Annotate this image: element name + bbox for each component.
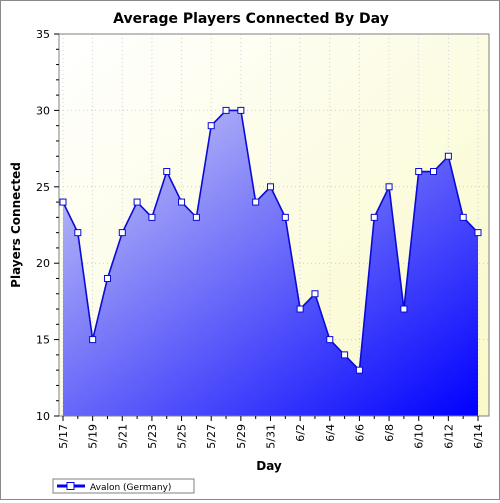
x-tick-label: 6/2 [294,424,307,442]
x-tick-label: 5/23 [146,424,159,449]
data-point [118,229,126,237]
x-tick-label: 6/4 [324,424,337,442]
x-tick-label: 6/12 [442,424,455,449]
x-tick-label: 5/17 [57,424,70,449]
chart-title: Average Players Connected By Day [113,11,389,27]
data-point [237,106,245,114]
data-point [415,168,423,176]
data-point [385,183,393,191]
y-tick-label: 25 [36,181,50,194]
legend-marker [66,482,75,490]
y-axis-label: Players Connected [9,162,23,288]
data-point [341,351,349,359]
data-point [311,290,319,298]
y-tick-label: 15 [36,334,50,347]
data-point [148,213,156,221]
series-area [63,110,478,417]
x-tick-label: 5/19 [87,424,100,449]
data-point [222,106,230,114]
legend-box [52,478,195,494]
data-point [207,122,215,130]
y-tick-label: 30 [36,104,50,117]
x-axis: 5/17 5/19 5/21 5/23 5/25 5/27 5/29 5/31 6/2 6/4 6/… [57,416,485,449]
x-tick-label: 5/21 [116,424,129,449]
data-point [296,305,304,313]
data-point [89,336,97,344]
data-point [400,305,408,313]
data-point [267,183,274,191]
area-layer [59,106,482,417]
plot-border [58,33,490,417]
x-axis-label: Day [256,459,282,473]
y-tick-label: 10 [36,410,50,423]
x-tick-label: 5/27 [205,424,218,449]
x-tick-label: 6/14 [472,424,485,449]
data-point [370,213,378,221]
y-tick-label: 35 [36,28,50,41]
legend: Avalon (Germany) [52,478,195,494]
data-point [326,336,334,344]
data-point [252,198,260,206]
x-tick-label: 6/8 [383,424,396,442]
data-point [103,274,111,282]
data-point [355,366,363,374]
x-tick-label: 6/10 [413,424,426,449]
y-tick-label: 20 [36,257,50,270]
x-tick-label: 6/6 [353,424,366,442]
y-axis: 10 15 20 25 30 35 [36,28,59,423]
data-point [444,152,452,160]
data-point [192,213,200,221]
data-point [163,168,171,176]
data-point [459,213,467,221]
data-point [133,198,141,206]
legend-label: Avalon (Germany) [90,483,171,493]
data-point [74,229,82,237]
data-point [474,229,482,237]
data-point [178,198,186,206]
data-point [59,198,67,206]
x-tick-label: 5/31 [265,424,278,449]
data-point [281,213,289,221]
x-tick-label: 5/25 [176,424,189,449]
data-point [430,168,438,176]
x-tick-label: 5/29 [235,424,248,449]
